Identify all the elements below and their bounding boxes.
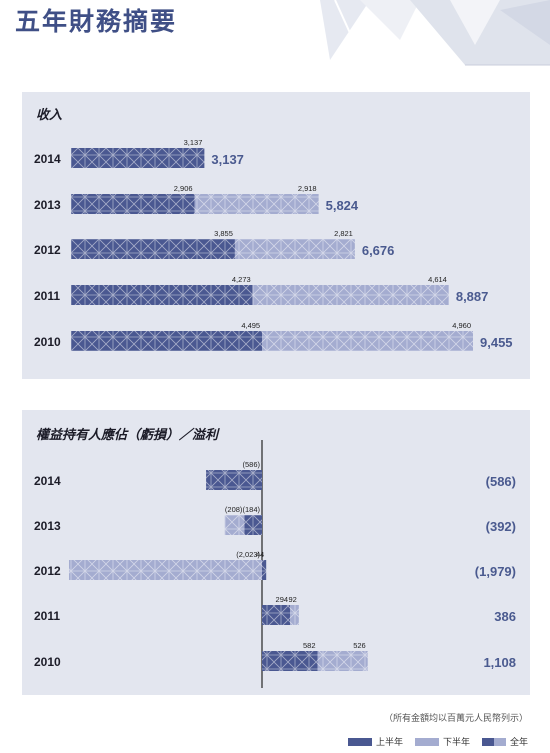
equity-bar-second-half [317,651,368,671]
equity-bar-second-half [290,605,299,625]
revenue-second-half-label: 2,918 [298,184,317,193]
equity-year-label: 2013 [34,519,61,533]
legend-first-half-label: 上半年 [375,738,403,748]
equity-total-label: 1,108 [483,655,516,670]
revenue-total-label: 5,824 [326,198,359,213]
revenue-first-half-label: 2,906 [174,184,193,193]
revenue-bar-first-half [71,285,253,305]
revenue-bar-first-half [71,331,263,351]
equity-bar-second-half [69,560,262,580]
revenue-bar-second-half [234,239,355,259]
revenue-year-label: 2011 [34,289,60,303]
revenue-first-half-label: 3,137 [184,138,203,147]
equity-first-half-label: 582 [303,641,316,650]
equity-bar-first-half [262,560,267,580]
legend-second-half: 下半年 [414,735,470,748]
revenue-panel-title: 收入 [36,108,63,123]
equity-year-label: 2012 [34,564,61,578]
legend-full-year: 全年 [481,735,528,748]
revenue-bar-second-half [252,285,449,305]
revenue-year-label: 2010 [34,335,61,349]
revenue-first-half-label: 4,273 [232,275,251,284]
revenue-total-label: 6,676 [362,243,395,258]
revenue-year-label: 2014 [34,152,61,166]
revenue-total-label: 8,887 [456,289,489,304]
revenue-total-label: 9,455 [480,335,513,350]
revenue-panel: 收入 2014 3,137 3,137 2013 2,906 2,918 5,824 2012… [22,92,530,379]
footnote: （所有金額均以百萬元人民幣列示） [383,714,528,724]
equity-second-half-label: 526 [353,641,366,650]
equity-bar-first-half [262,605,291,625]
equity-year-label: 2014 [34,474,61,488]
equity-first-half-label: 294 [276,595,289,604]
equity-second-half-label: (2,023) [236,550,260,559]
equity-total-label: (586) [486,474,516,489]
page-title: 五年財務摘要 [15,7,178,36]
revenue-year-label: 2012 [34,243,61,257]
equity-bar-second-half [224,515,245,535]
equity-second-half-label: (208) [225,505,243,514]
legend-full-year-label: 全年 [509,738,528,748]
revenue-first-half-label: 4,495 [241,321,260,330]
equity-first-half-label: 44 [256,550,264,559]
legend-first-half: 上半年 [347,735,403,748]
equity-second-half-label: 92 [288,595,296,604]
revenue-second-half-label: 4,960 [452,321,471,330]
revenue-year-label: 2013 [34,198,61,212]
equity-first-half-label: (586) [242,460,260,469]
revenue-bar-second-half [194,194,319,214]
decorative-banner [320,0,550,66]
equity-chart: 2014(586)(586)2013(184)(208)(392)201244(… [34,440,516,688]
equity-total-label: 386 [494,609,516,624]
revenue-bar-second-half [262,331,473,351]
revenue-second-half-label: 2,821 [334,229,353,238]
revenue-bar-first-half [71,194,195,214]
equity-first-half-label: (184) [242,505,260,514]
revenue-bar-first-half [71,239,235,259]
revenue-chart: 2014 3,137 3,137 2013 2,906 2,918 5,824 2012 3,8… [34,138,513,351]
legend-full-year-swatch [481,737,506,746]
equity-total-label: (392) [486,519,516,534]
legend-second-half-swatch [414,737,439,746]
equity-total-label: (1,979) [475,564,516,579]
legend-second-half-label: 下半年 [442,738,470,748]
legend-first-half-swatch [347,737,372,746]
equity-year-label: 2011 [34,609,60,623]
equity-year-label: 2010 [34,655,61,669]
revenue-first-half-label: 3,855 [214,229,233,238]
equity-bar-first-half [244,515,262,535]
revenue-second-half-label: 4,614 [428,275,447,284]
equity-panel: 權益持有人應佔（虧損）／溢利 2014 (586) (586) 2013 (184) (2… [22,410,530,695]
equity-panel-title: 權益持有人應佔（虧損）／溢利 [36,428,219,443]
revenue-total-label: 3,137 [211,152,244,167]
legend: 上半年 下半年 全年 [347,735,528,748]
revenue-bar-first-half [71,148,205,168]
equity-bar-first-half [206,470,262,490]
equity-bar-first-half [262,651,318,671]
